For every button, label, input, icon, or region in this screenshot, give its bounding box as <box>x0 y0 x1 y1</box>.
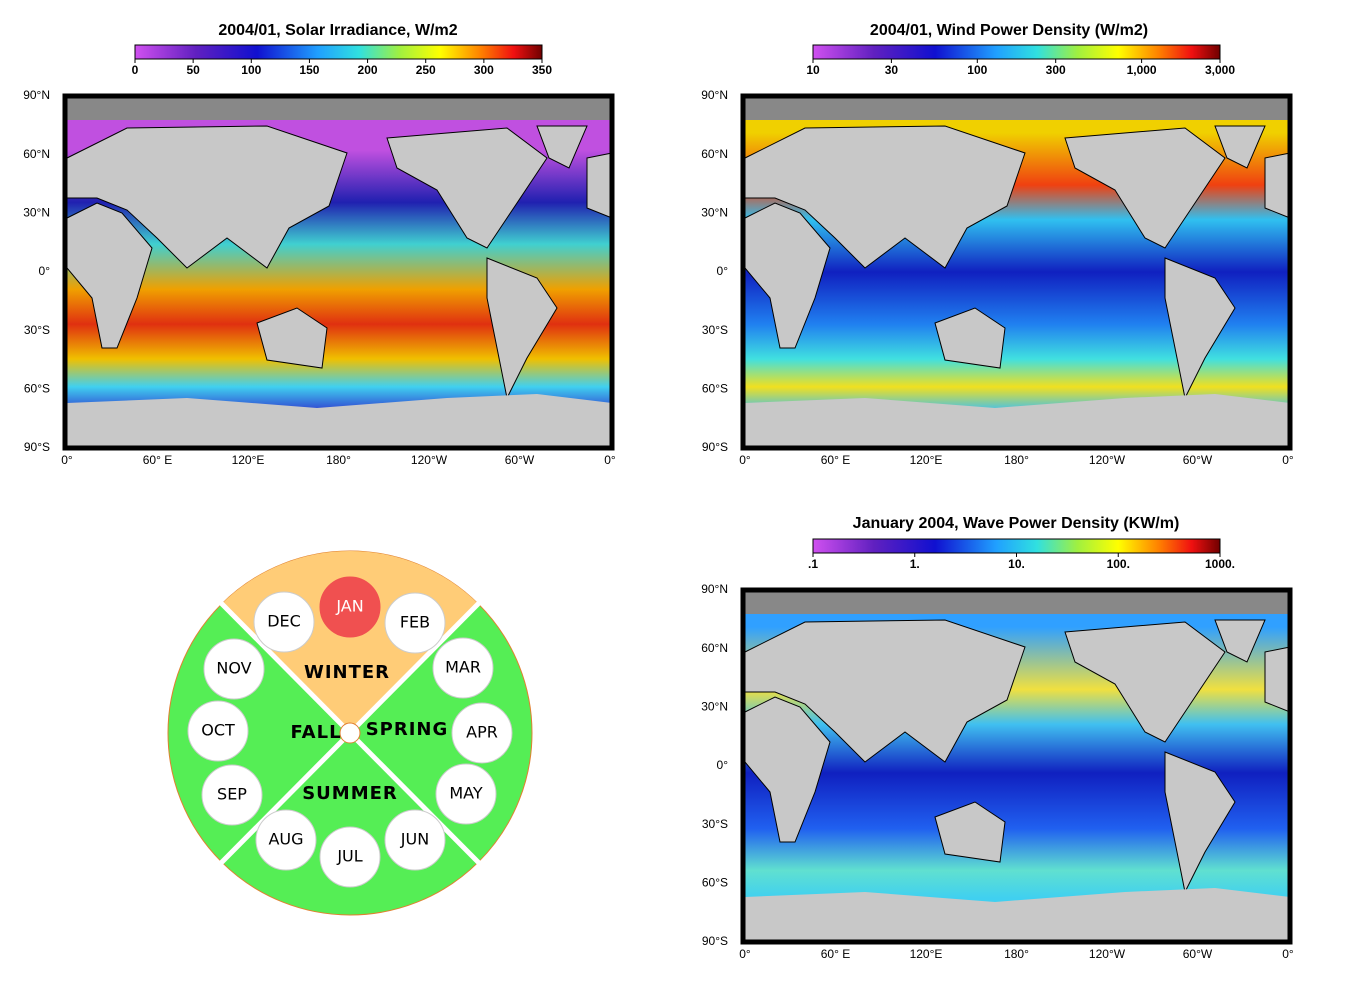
lon-label: 60° E <box>821 947 850 961</box>
season-label: SPRING <box>366 719 449 740</box>
colorbar-tick-label: 50 <box>186 63 200 77</box>
lat-label: 90°S <box>702 440 728 454</box>
month-label: AUG <box>268 830 303 849</box>
lat-label: 0° <box>39 264 51 278</box>
colorbar-tick-label: 200 <box>358 63 378 77</box>
lon-label: 120°W <box>411 453 448 467</box>
lat-label: 60°S <box>702 876 728 890</box>
lat-label: 0° <box>717 264 729 278</box>
month-button[interactable] <box>451 702 513 764</box>
colorbar-tick-label: 300 <box>1046 63 1066 77</box>
lat-label: 30°S <box>24 323 50 337</box>
colorbar-tick-label: 0 <box>132 63 139 77</box>
month-button[interactable] <box>384 809 446 871</box>
colorbar-tick-label: 1,000 <box>1127 63 1157 77</box>
season-label: FALL <box>290 722 341 743</box>
panel-title: 2004/01, Solar Irradiance, W/m2 <box>218 22 457 39</box>
lat-label: 60°N <box>701 641 728 655</box>
lon-label: 60° E <box>143 453 172 467</box>
lat-label: 30°N <box>23 206 50 220</box>
month-button[interactable] <box>319 826 381 888</box>
lat-label: 90°N <box>23 88 50 102</box>
panel-title: January 2004, Wave Power Density (KW/m) <box>853 515 1180 532</box>
month-label: JUN <box>400 830 429 849</box>
map-frame <box>62 93 615 451</box>
lon-label: 0° <box>1282 947 1294 961</box>
lat-label: 60°S <box>702 382 728 396</box>
colorbar <box>812 44 1221 60</box>
map-frame <box>740 587 1293 945</box>
month-label: DEC <box>267 612 301 631</box>
lat-label: 30°N <box>701 206 728 220</box>
colorbar-tick-label: 100 <box>241 63 261 77</box>
month-label: OCT <box>201 721 235 740</box>
month-label: JUL <box>336 847 362 866</box>
lon-label: 120°E <box>910 453 943 467</box>
month-button[interactable] <box>432 637 494 699</box>
lon-label: 0° <box>739 453 751 467</box>
lat-label: 60°N <box>701 147 728 161</box>
lat-label: 90°N <box>701 88 728 102</box>
lat-label: 30°S <box>702 323 728 337</box>
lat-label: 0° <box>717 758 729 772</box>
lat-label: 30°S <box>702 817 728 831</box>
lat-label: 60°S <box>24 382 50 396</box>
season-label: WINTER <box>304 662 390 683</box>
colorbar-tick-label: 10 <box>806 63 820 77</box>
lat-label: 90°S <box>702 934 728 948</box>
colorbar-tick-label: 300 <box>474 63 494 77</box>
lon-label: 0° <box>1282 453 1294 467</box>
colorbar <box>134 44 543 60</box>
month-label: APR <box>466 723 498 742</box>
colorbar-tick-label: 3,000 <box>1205 63 1235 77</box>
colorbar <box>812 538 1221 554</box>
lat-label: 60°N <box>23 147 50 161</box>
lon-label: 60° E <box>821 453 850 467</box>
month-label: JAN <box>335 597 363 616</box>
colorbar-tick-label: 1000. <box>1205 557 1235 571</box>
lat-label: 90°N <box>701 582 728 596</box>
lon-label: 120°W <box>1089 453 1126 467</box>
lon-label: 0° <box>604 453 616 467</box>
month-label: MAY <box>449 784 483 803</box>
lon-label: 120°E <box>910 947 943 961</box>
month-button[interactable] <box>203 638 265 700</box>
month-button[interactable] <box>187 700 249 762</box>
month-button[interactable] <box>435 763 497 825</box>
map-frame <box>740 93 1293 451</box>
colorbar-tick-label: 250 <box>416 63 436 77</box>
month-label: SEP <box>217 785 247 804</box>
panel-title: 2004/01, Wind Power Density (W/m2) <box>870 22 1148 39</box>
colorbar-tick-label: 150 <box>299 63 319 77</box>
month-button[interactable] <box>255 809 317 871</box>
colorbar-tick-label: 1. <box>910 557 920 571</box>
colorbar-tick-label: 10. <box>1008 557 1025 571</box>
lon-label: 120°W <box>1089 947 1126 961</box>
colorbar-tick-label: 100 <box>967 63 987 77</box>
colorbar-tick-label: 30 <box>885 63 899 77</box>
lon-label: 60°W <box>1183 453 1213 467</box>
lat-label: 90°S <box>24 440 50 454</box>
lat-label: 30°N <box>701 700 728 714</box>
month-button[interactable] <box>319 576 381 638</box>
lon-label: 180° <box>1004 453 1029 467</box>
lon-label: 0° <box>61 453 73 467</box>
lon-label: 60°W <box>505 453 535 467</box>
season-label: SUMMER <box>302 783 398 804</box>
colorbar-tick-label: 100. <box>1107 557 1130 571</box>
colorbar-tick-label: 350 <box>532 63 552 77</box>
lon-label: 60°W <box>1183 947 1213 961</box>
lon-label: 0° <box>739 947 751 961</box>
month-label: FEB <box>400 613 430 632</box>
lon-label: 120°E <box>232 453 265 467</box>
month-button[interactable] <box>253 591 315 653</box>
lon-label: 180° <box>1004 947 1029 961</box>
month-label: NOV <box>216 659 251 678</box>
lon-label: 180° <box>326 453 351 467</box>
month-button[interactable] <box>384 592 446 654</box>
month-button[interactable] <box>201 764 263 826</box>
colorbar-tick-label: .1 <box>808 557 818 571</box>
month-label: MAR <box>445 658 481 677</box>
